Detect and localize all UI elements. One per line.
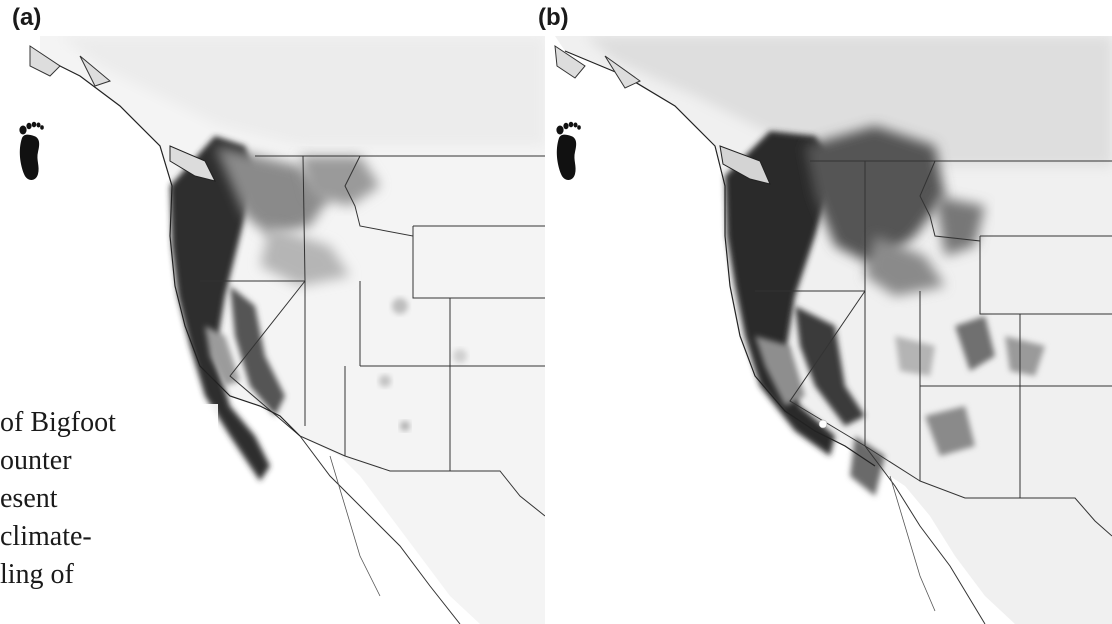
state-borders <box>755 160 1112 537</box>
caption-line: climate- <box>0 521 92 552</box>
map-panel-b <box>545 36 1112 624</box>
state-borders <box>200 155 545 517</box>
suitability-high <box>170 136 270 481</box>
caption-line: ling of <box>0 559 74 590</box>
caption-line: of Bigfoot <box>0 407 116 438</box>
panel-label-b: (b) <box>538 4 569 31</box>
caption-line: esent <box>0 483 58 514</box>
map-b <box>554 36 1112 624</box>
footprint-icon <box>556 121 581 180</box>
suitability-high <box>725 131 835 456</box>
caption-line: ounter <box>0 445 72 476</box>
caption-fragment: of Bigfoot ounter esent climate- ling of <box>0 404 220 624</box>
footprint-icon <box>19 121 44 180</box>
panel-label-a: (a) <box>12 4 42 31</box>
map-panel-a <box>0 36 545 624</box>
map-a <box>29 36 545 624</box>
caption-text: of Bigfoot ounter esent climate- ling of <box>0 404 218 594</box>
land-mass <box>40 36 545 624</box>
